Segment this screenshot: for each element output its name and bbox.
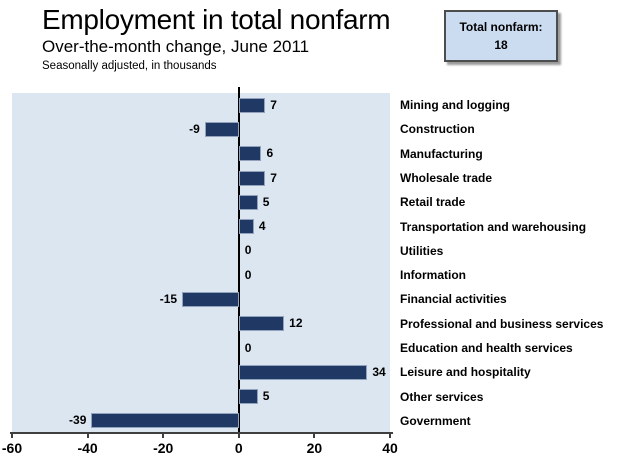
total-nonfarm-callout-box: Total nonfarm: 18	[444, 10, 558, 62]
category-label: Construction	[400, 122, 475, 137]
category-label: Professional and business services	[400, 316, 604, 331]
bar	[238, 97, 266, 113]
total-nonfarm-value: 18	[494, 38, 508, 52]
x-axis-tick-label: -40	[77, 440, 98, 456]
bar	[238, 194, 258, 210]
x-axis-tick	[389, 434, 391, 438]
bar-value-label: 4	[258, 219, 266, 234]
x-axis-tick-label: 20	[306, 440, 323, 456]
category-label: Education and health services	[400, 340, 573, 355]
x-axis-tick-label: -20	[153, 440, 174, 456]
bar-value-label: -9	[189, 121, 200, 136]
bar	[182, 291, 239, 307]
x-axis-tick	[11, 434, 13, 438]
bar-value-label: 7	[270, 170, 277, 185]
bar-value-label: 12	[289, 316, 303, 331]
x-axis-line	[10, 432, 393, 434]
category-label: Retail trade	[400, 195, 466, 210]
bar-value-label: 0	[244, 267, 252, 282]
x-axis-tick	[162, 434, 165, 438]
bar-value-label: 0	[244, 340, 252, 355]
bar	[238, 389, 258, 405]
category-label: Manufacturing	[400, 146, 483, 161]
x-axis-tick	[237, 434, 240, 438]
category-label: Utilities	[400, 243, 444, 258]
bar	[238, 219, 254, 235]
bar-value-label: 5	[262, 389, 270, 404]
bar-value-label: 6	[266, 146, 274, 161]
bar	[204, 121, 239, 137]
bar-value-label: -15	[159, 291, 178, 306]
bar-value-label: 5	[262, 194, 270, 209]
x-axis-tick-label: 40	[382, 440, 398, 456]
bar-value-label: 0	[244, 243, 252, 258]
category-label: Other services	[400, 389, 484, 404]
bar-value-label: -39	[69, 413, 87, 428]
chart-subtitle: Over-the-month change, June 2011	[42, 37, 310, 56]
x-axis-tick	[86, 434, 89, 438]
x-axis-tick	[313, 434, 316, 438]
category-label: Government	[400, 413, 471, 428]
category-label: Information	[400, 268, 466, 283]
category-label: Mining and logging	[400, 98, 510, 113]
category-label: Leisure and hospitality	[400, 365, 531, 380]
bar	[238, 170, 266, 186]
total-nonfarm-label: Total nonfarm:	[459, 20, 543, 34]
bar-value-label: 34	[372, 364, 386, 379]
chart-title: Employment in total nonfarm	[42, 4, 391, 35]
category-label: Wholesale trade	[400, 170, 493, 185]
bar-chart-plot-area: 7 -9 6 7 5 4 0 0 -15 12 0 34 5 -39	[12, 87, 390, 433]
category-label: Transportation and warehousing	[400, 219, 587, 234]
zero-axis-line	[237, 87, 240, 433]
bar	[238, 364, 368, 380]
x-axis-tick-label: -60	[1, 440, 23, 456]
chart-units-note: Seasonally adjusted, in thousands	[42, 60, 217, 72]
bar-value-label: 7	[270, 97, 277, 112]
category-label: Financial activities	[400, 292, 507, 307]
bar	[91, 413, 239, 429]
bar	[238, 146, 262, 162]
x-axis-tick-label: 0	[234, 440, 243, 456]
bar	[238, 316, 285, 332]
